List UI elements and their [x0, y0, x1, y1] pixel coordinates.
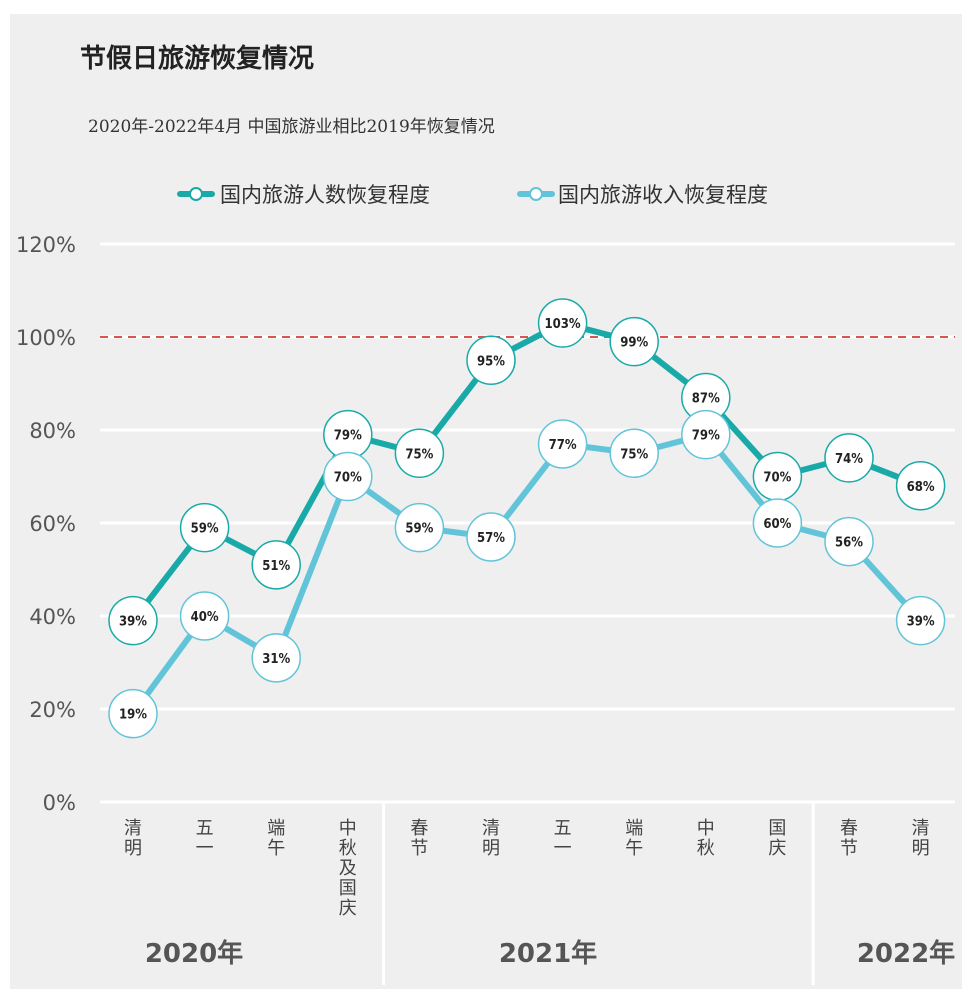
data-label: 75% — [405, 447, 433, 462]
data-label: 79% — [334, 429, 362, 444]
x-category-label: 端午 — [625, 818, 643, 859]
data-label: 60% — [763, 517, 791, 532]
data-point — [394, 428, 445, 478]
data-point — [179, 591, 230, 641]
data-label: 51% — [262, 559, 290, 574]
data-point — [609, 316, 659, 367]
year-group-label: 2022年 — [857, 938, 955, 969]
data-point — [537, 298, 588, 348]
data-point — [824, 433, 874, 483]
series-line-1 — [130, 320, 924, 624]
data-label: 99% — [620, 336, 648, 351]
data-point — [895, 595, 946, 646]
data-label: 95% — [477, 354, 505, 369]
legend-marker-2 — [529, 187, 543, 201]
y-tick-label: 100% — [16, 326, 76, 350]
year-group-label: 2021年 — [499, 938, 597, 969]
data-label: 103% — [545, 317, 581, 332]
x-category-label: 清明 — [482, 818, 500, 859]
y-tick-label: 60% — [29, 512, 76, 536]
legend-label-1: 国内旅游人数恢复程度 — [220, 183, 430, 207]
data-point — [824, 516, 874, 567]
data-point — [394, 502, 445, 553]
data-label: 19% — [119, 708, 147, 723]
x-category-label: 春节 — [840, 818, 858, 859]
data-point — [681, 409, 731, 460]
data-label: 75% — [620, 447, 648, 462]
x-category-label: 清明 — [124, 818, 142, 859]
data-label: 74% — [835, 452, 863, 467]
data-point — [752, 498, 803, 548]
chart-title: 节假日旅游恢复情况 — [80, 44, 315, 74]
data-label: 68% — [907, 480, 935, 495]
legend-marker-1 — [189, 187, 203, 201]
x-category-label: 清明 — [912, 818, 930, 859]
year-group-label: 2020年 — [145, 938, 243, 969]
data-label: 59% — [405, 522, 433, 537]
data-label: 56% — [835, 536, 863, 551]
data-point — [251, 633, 301, 683]
x-category-label: 五一 — [196, 818, 214, 859]
data-label: 31% — [262, 652, 290, 667]
data-point — [323, 451, 373, 502]
y-tick-label: 80% — [29, 419, 76, 443]
y-tick-label: 20% — [29, 698, 76, 722]
chart-subtitle: 2020年-2022年4月 中国旅游业相比2019年恢复情况 — [88, 117, 495, 137]
data-point — [466, 512, 516, 562]
data-label: 59% — [191, 522, 219, 537]
x-category-label: 国庆 — [768, 818, 786, 859]
x-category-label: 中秋 — [697, 818, 715, 859]
data-label: 70% — [763, 471, 791, 486]
data-point — [895, 461, 946, 511]
chart-card — [10, 14, 962, 989]
data-point — [609, 428, 659, 478]
data-point — [179, 502, 230, 553]
x-category-label: 春节 — [410, 818, 428, 859]
data-point — [251, 540, 301, 590]
data-label: 40% — [191, 610, 219, 625]
data-point — [537, 419, 588, 469]
data-label: 70% — [334, 471, 362, 486]
data-label: 87% — [692, 391, 720, 406]
legend-label-2: 国内旅游收入恢复程度 — [558, 183, 768, 207]
data-label: 39% — [119, 615, 147, 630]
data-point — [108, 688, 158, 739]
data-label: 79% — [692, 429, 720, 444]
x-category-label: 五一 — [554, 818, 572, 859]
data-point — [108, 595, 158, 646]
x-category-label: 端午 — [267, 818, 285, 859]
y-tick-label: 120% — [16, 233, 76, 257]
data-point — [466, 335, 516, 385]
y-tick-label: 0% — [43, 791, 76, 815]
data-label: 39% — [907, 615, 935, 630]
data-label: 77% — [549, 438, 577, 453]
data-label: 57% — [477, 531, 505, 546]
y-tick-label: 40% — [29, 605, 76, 629]
x-category-label: 中秋及国庆 — [339, 818, 357, 919]
series-line-2 — [130, 431, 924, 717]
